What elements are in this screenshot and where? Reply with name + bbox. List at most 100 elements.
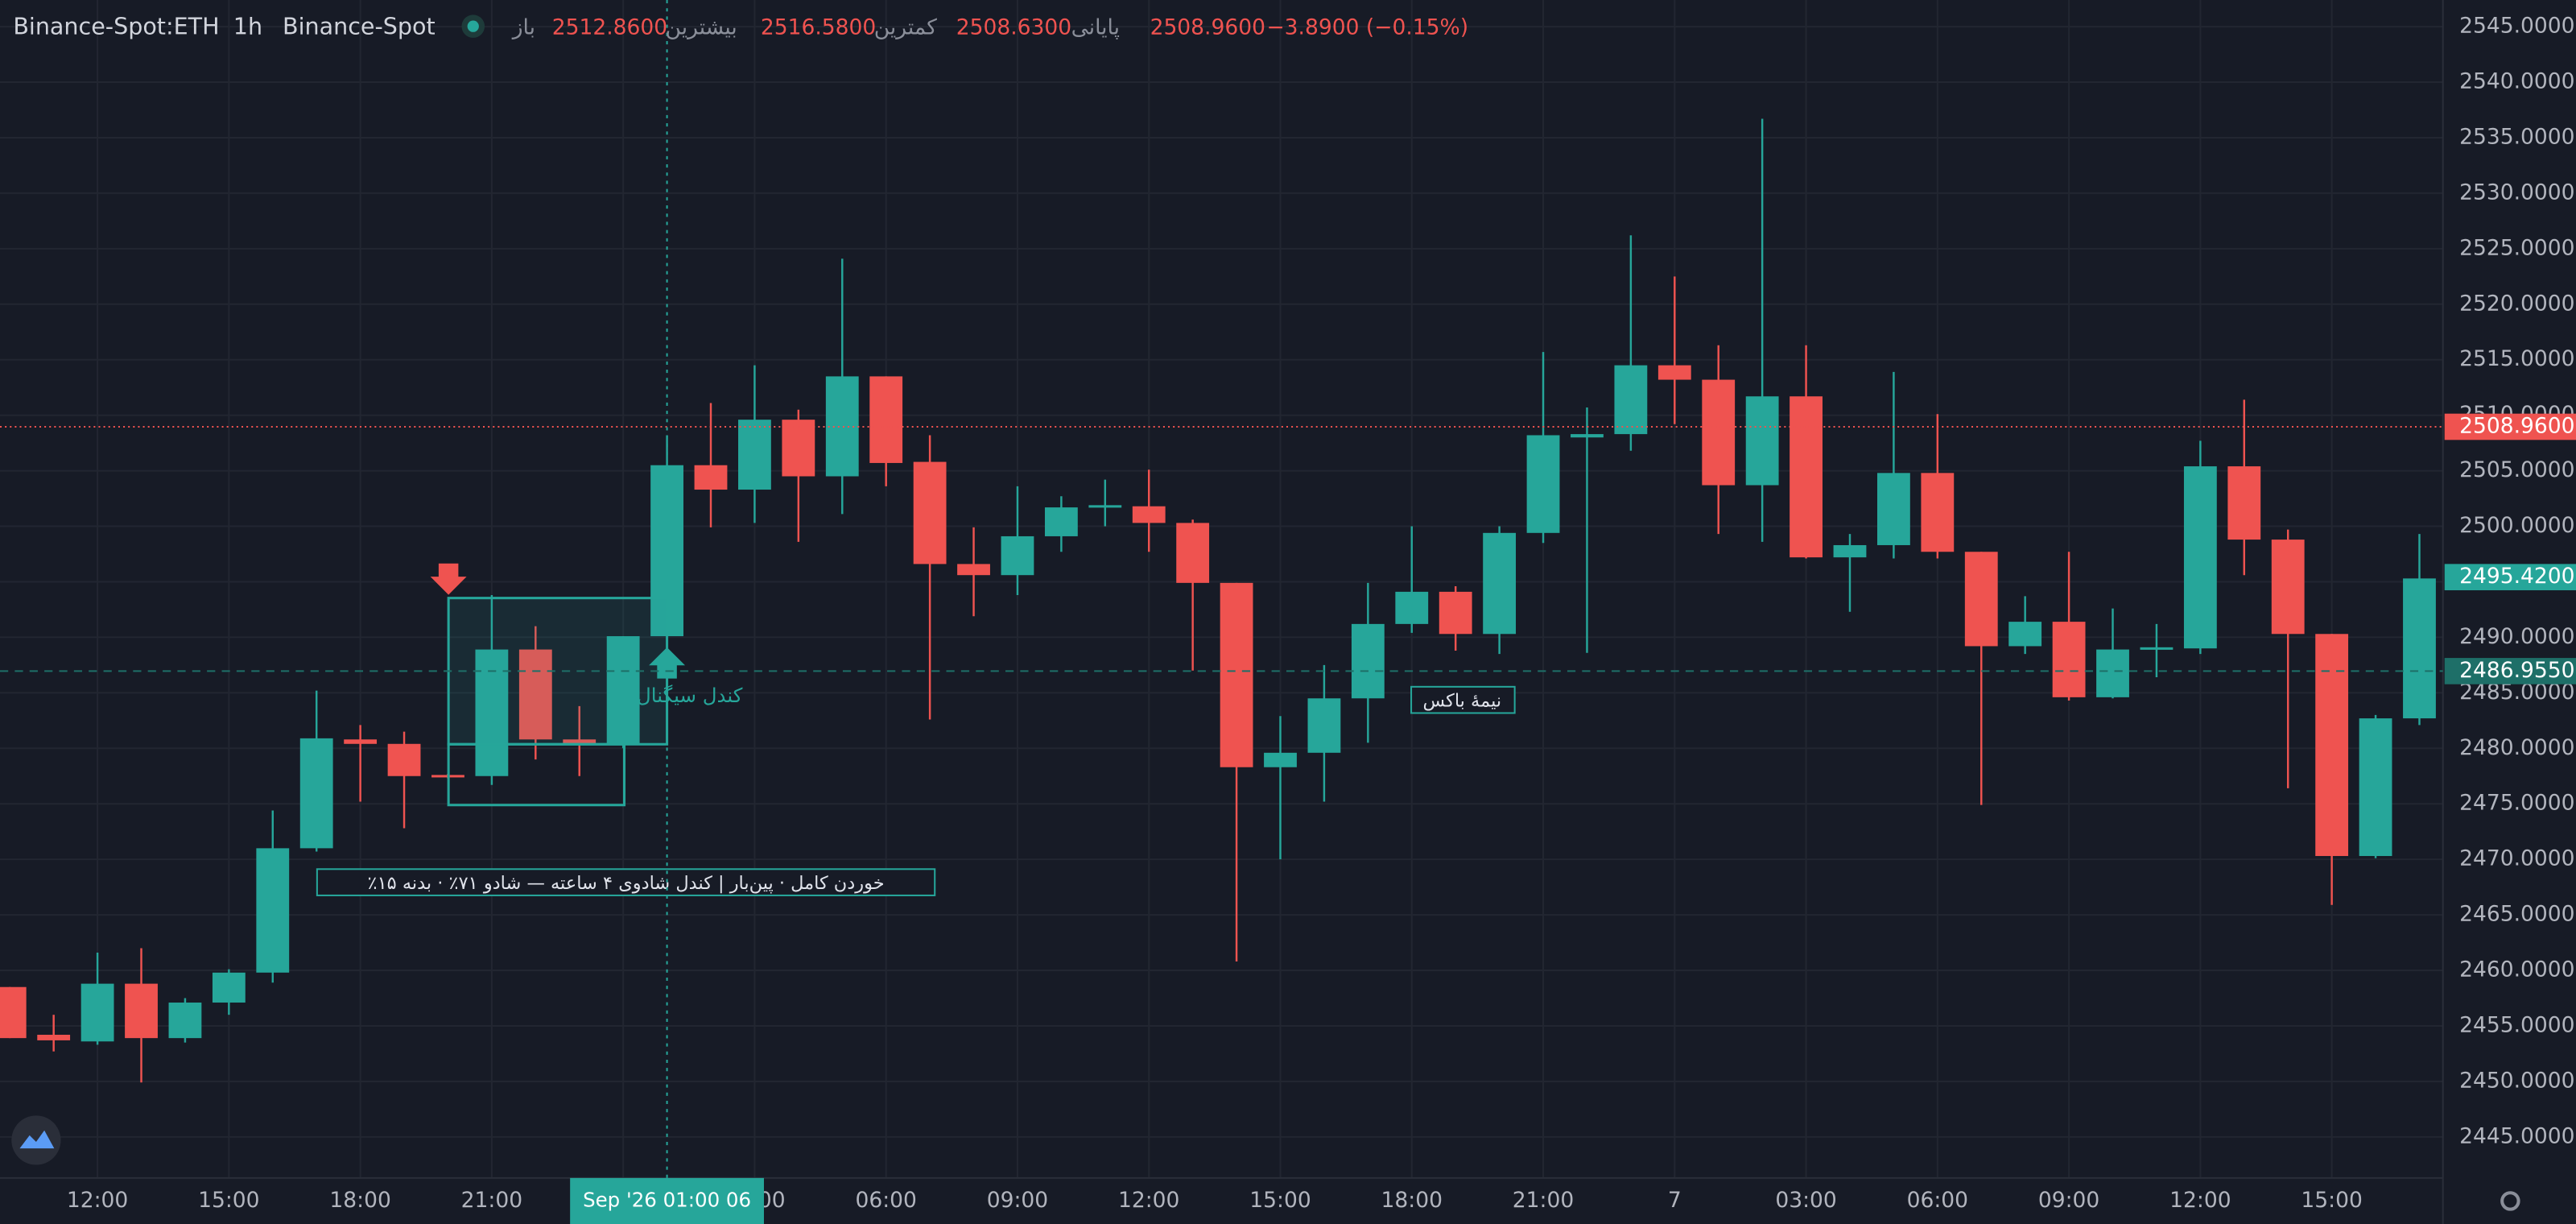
candle-body bbox=[782, 420, 815, 477]
price-badge bbox=[2444, 658, 2576, 684]
box-mid-label: نیمهٔ باکس bbox=[1423, 691, 1502, 712]
candle-body bbox=[1351, 623, 1385, 699]
y-tick-label: 2480.0000 bbox=[2459, 735, 2574, 760]
x-tick-label: 12:00 bbox=[2169, 1188, 2231, 1213]
candle-body bbox=[2403, 578, 2436, 719]
candle-body bbox=[1483, 532, 1517, 635]
logo[interactable] bbox=[11, 1115, 61, 1165]
candle-body bbox=[1220, 582, 1253, 767]
y-tick-label: 2465.0000 bbox=[2459, 902, 2574, 927]
y-tick-label: 2520.0000 bbox=[2459, 291, 2574, 316]
candle-body bbox=[0, 986, 27, 1039]
candle-body bbox=[1526, 435, 1560, 533]
header: Binance-Spot:ETH 1h Binance-Spot bbox=[13, 13, 435, 40]
low-value: 2508.6300 bbox=[956, 14, 1071, 39]
y-tick-label: 2445.0000 bbox=[2459, 1123, 2574, 1148]
y-tick-label: 2475.0000 bbox=[2459, 791, 2574, 816]
x-tick-label: 18:00 bbox=[1381, 1188, 1443, 1213]
open-label: باز bbox=[511, 14, 535, 39]
close-value: 2508.9600 bbox=[1150, 14, 1265, 39]
x-tick-label: 12:00 bbox=[1118, 1188, 1179, 1213]
candle-body bbox=[2096, 649, 2129, 697]
high-label: بیشترین bbox=[666, 14, 737, 39]
ohlc: باز 2512.8600 بیشترین 2516.5800 کمترین 2… bbox=[511, 14, 1468, 39]
candle-body bbox=[1745, 396, 1779, 486]
open-value: 2512.8600 bbox=[552, 14, 667, 39]
y-tick-label: 2530.0000 bbox=[2459, 180, 2574, 205]
candle-body bbox=[913, 461, 947, 564]
candle-body bbox=[2359, 718, 2392, 857]
candle-body bbox=[957, 564, 990, 576]
overlay bbox=[0, 0, 2443, 1178]
y-tick-label: 2500.0000 bbox=[2459, 513, 2574, 538]
candle-body bbox=[2271, 540, 2305, 635]
x-tick-label: 09:00 bbox=[987, 1188, 1048, 1213]
candle-body bbox=[2227, 466, 2261, 540]
candle-body bbox=[299, 738, 333, 849]
x-tick-label: 12:00 bbox=[67, 1188, 128, 1213]
label-box bbox=[316, 868, 936, 896]
candle-body bbox=[2315, 634, 2349, 857]
candle-body bbox=[1614, 365, 1648, 435]
candle-body bbox=[1088, 505, 1122, 508]
x-tick-label: 18:00 bbox=[329, 1188, 390, 1213]
x-tick-label: 21:00 bbox=[461, 1188, 522, 1213]
box-outline bbox=[447, 742, 626, 807]
candle-body bbox=[738, 420, 771, 490]
candle-body bbox=[1877, 473, 1910, 545]
interval: 1h bbox=[233, 13, 262, 40]
high-value: 2516.5800 bbox=[761, 14, 876, 39]
price-badge-label: 2495.4200 bbox=[2459, 564, 2574, 589]
price-badge-label: 2486.9550 bbox=[2459, 658, 2574, 683]
y-tick-label: 2545.0000 bbox=[2459, 14, 2574, 39]
candle-body bbox=[1964, 552, 1998, 647]
crosshair-badge bbox=[570, 1177, 764, 1224]
candle-body bbox=[1395, 591, 1429, 624]
candle-body bbox=[869, 376, 903, 463]
x-tick-label: 09:00 bbox=[2038, 1188, 2099, 1213]
candle-body bbox=[1571, 434, 1604, 438]
x-tick-label: 03:00 bbox=[1775, 1188, 1836, 1213]
candle-body bbox=[1657, 365, 1691, 380]
price-badge bbox=[2444, 564, 2576, 591]
candle-body bbox=[1044, 507, 1078, 536]
price-badge-label: 2508.9600 bbox=[2459, 414, 2574, 439]
candle-body bbox=[1307, 698, 1341, 753]
x-tick-label: 15:00 bbox=[1249, 1188, 1311, 1213]
candle-body bbox=[387, 743, 421, 776]
y-tick-label: 2540.0000 bbox=[2459, 69, 2574, 94]
y-tick-label: 2525.0000 bbox=[2459, 235, 2574, 260]
price-badge bbox=[2444, 413, 2576, 440]
candle-body bbox=[563, 739, 597, 744]
close-label: پایانی bbox=[1071, 14, 1120, 39]
candle-body bbox=[1833, 544, 1867, 558]
candle-body bbox=[1264, 752, 1297, 767]
candle-body bbox=[256, 848, 290, 973]
x-tick-label: 7 bbox=[1668, 1188, 1682, 1213]
candle-body bbox=[2140, 647, 2174, 650]
candle-body bbox=[168, 1003, 202, 1039]
note-label: ٪خوردن کامل · پین‌بار | کندل شادوی ۴ ساع… bbox=[368, 873, 885, 894]
candle-body bbox=[1439, 591, 1472, 635]
y-tick-label: 2490.0000 bbox=[2459, 624, 2574, 649]
signal-label: کندل سیگنال bbox=[637, 684, 743, 707]
candle-body bbox=[1790, 396, 1823, 558]
x-tick-label: 15:00 bbox=[198, 1188, 259, 1213]
y-tick-label: 2470.0000 bbox=[2459, 846, 2574, 871]
low-label: کمترین bbox=[874, 14, 938, 39]
crosshair-label: Sep '26 01:00 06 bbox=[583, 1188, 751, 1211]
candle-body bbox=[518, 649, 552, 740]
candle-body bbox=[2183, 466, 2217, 649]
candle-body bbox=[1921, 473, 1955, 552]
x-tick-label: 06:00 bbox=[855, 1188, 916, 1213]
candle-body bbox=[2008, 622, 2042, 647]
candle-body bbox=[212, 972, 246, 1003]
y-tick-label: 2455.0000 bbox=[2459, 1012, 2574, 1037]
x-tick-label: 06:00 bbox=[1907, 1188, 1968, 1213]
y-tick-label: 2505.0000 bbox=[2459, 457, 2574, 482]
candle-body bbox=[1176, 523, 1210, 583]
candle-body bbox=[606, 636, 640, 744]
settings-icon[interactable] bbox=[2500, 1191, 2520, 1211]
candle-body bbox=[1702, 379, 1736, 486]
